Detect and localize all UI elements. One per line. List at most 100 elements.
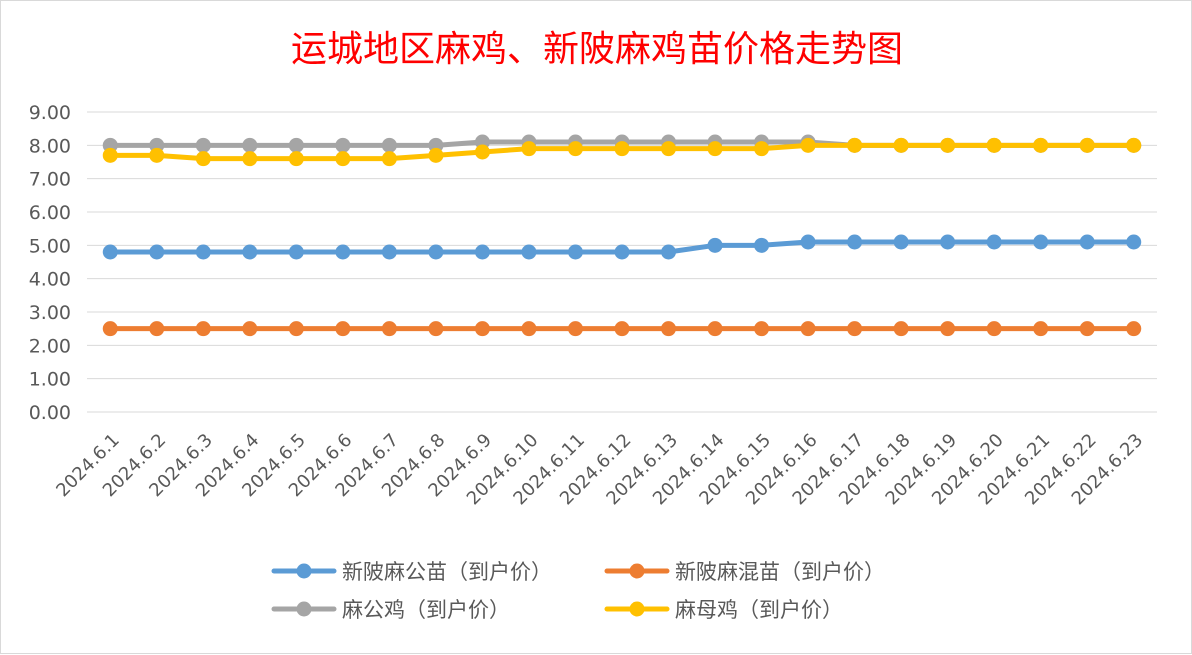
data-point <box>661 244 677 260</box>
y-tick-label: 6.00 <box>29 202 71 224</box>
data-point <box>381 151 397 167</box>
legend-item: 麻公鸡（到户价） <box>271 598 510 622</box>
data-point <box>381 137 397 153</box>
data-point <box>242 151 258 167</box>
y-tick-label: 1.00 <box>29 369 71 391</box>
data-point <box>986 234 1002 250</box>
data-point <box>288 321 304 337</box>
data-point <box>940 234 956 250</box>
data-point <box>986 137 1002 153</box>
data-point <box>847 234 863 250</box>
data-point <box>474 321 490 337</box>
data-point <box>102 244 118 260</box>
data-point <box>428 321 444 337</box>
legend-label: 新陂麻混苗（到户价） <box>675 560 885 584</box>
data-point <box>288 151 304 167</box>
data-point <box>893 137 909 153</box>
data-point <box>1033 234 1049 250</box>
data-point <box>149 147 165 163</box>
data-point <box>1033 321 1049 337</box>
data-point <box>195 321 211 337</box>
data-point <box>335 244 351 260</box>
data-point <box>707 321 723 337</box>
data-point <box>381 321 397 337</box>
y-tick-label: 0.00 <box>29 402 71 424</box>
y-tick-label: 7.00 <box>29 169 71 191</box>
y-axis-ticks: 0.00 1.00 2.00 3.00 4.00 5.00 6.00 7.00 8.00 9.00 <box>29 102 71 424</box>
y-tick-label: 9.00 <box>29 102 71 124</box>
data-point <box>847 137 863 153</box>
legend-item: 麻母鸡（到户价） <box>604 598 843 622</box>
data-point <box>335 137 351 153</box>
data-point <box>754 237 770 253</box>
data-point <box>893 234 909 250</box>
y-tick-label: 8.00 <box>29 135 71 157</box>
data-point <box>428 244 444 260</box>
data-point <box>1126 234 1142 250</box>
data-point <box>567 141 583 157</box>
legend-marker <box>629 601 645 617</box>
legend-label: 麻母鸡（到户价） <box>675 598 843 622</box>
data-point <box>521 321 537 337</box>
data-point <box>149 244 165 260</box>
data-point <box>567 321 583 337</box>
data-point <box>567 244 583 260</box>
data-point <box>707 237 723 253</box>
data-point <box>940 137 956 153</box>
legend: 新陂麻公苗（到户价） 新陂麻混苗（到户价） 麻公鸡（到户价） 麻母鸡（到户价） <box>271 560 885 622</box>
data-point <box>288 137 304 153</box>
data-point <box>335 151 351 167</box>
y-tick-label: 2.00 <box>29 335 71 357</box>
data-point <box>1079 234 1095 250</box>
data-point <box>474 244 490 260</box>
data-point <box>986 321 1002 337</box>
legend-item: 新陂麻公苗（到户价） <box>271 560 552 584</box>
y-tick-label: 3.00 <box>29 302 71 324</box>
legend-marker <box>629 563 645 579</box>
data-point <box>800 137 816 153</box>
data-point <box>940 321 956 337</box>
data-point <box>428 147 444 163</box>
data-point <box>1079 137 1095 153</box>
data-point <box>614 321 630 337</box>
data-point <box>242 137 258 153</box>
data-point <box>800 321 816 337</box>
data-point <box>661 141 677 157</box>
legend-marker <box>296 563 312 579</box>
legend-label: 麻公鸡（到户价） <box>342 598 510 622</box>
data-point <box>800 234 816 250</box>
chart-title: 运城地区麻鸡、新陂麻鸡苗价格走势图 <box>291 29 903 70</box>
data-point <box>335 321 351 337</box>
data-point <box>195 151 211 167</box>
data-point <box>1126 137 1142 153</box>
data-point <box>893 321 909 337</box>
data-point <box>754 141 770 157</box>
legend-item: 新陂麻混苗（到户价） <box>604 560 885 584</box>
data-point <box>102 321 118 337</box>
y-tick-label: 4.00 <box>29 269 71 291</box>
data-point <box>847 321 863 337</box>
data-point <box>381 244 397 260</box>
data-point <box>474 144 490 160</box>
data-point <box>707 141 723 157</box>
series-0 <box>102 234 1142 260</box>
data-point <box>521 244 537 260</box>
data-point <box>195 244 211 260</box>
series-3 <box>102 137 1142 167</box>
data-point <box>102 147 118 163</box>
legend-label: 新陂麻公苗（到户价） <box>342 560 552 584</box>
data-point <box>1079 321 1095 337</box>
data-point <box>661 321 677 337</box>
data-point <box>1033 137 1049 153</box>
y-tick-label: 5.00 <box>29 235 71 257</box>
data-point <box>149 321 165 337</box>
data-point <box>614 244 630 260</box>
x-axis-ticks: 2024.6.12024.6.22024.6.32024.6.42024.6.5… <box>52 430 1147 510</box>
series-1 <box>102 321 1142 337</box>
data-point <box>754 321 770 337</box>
legend-marker <box>296 601 312 617</box>
data-point <box>521 141 537 157</box>
data-point <box>242 321 258 337</box>
